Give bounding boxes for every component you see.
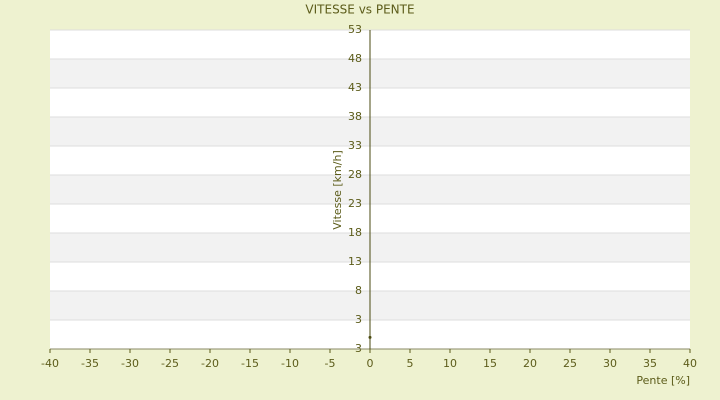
- y-tick-label: 13: [348, 255, 362, 268]
- x-tick-label: 35: [643, 357, 657, 370]
- x-tick-label: -40: [41, 357, 59, 370]
- x-tick-label: -25: [161, 357, 179, 370]
- y-tick-label: 38: [348, 110, 362, 123]
- x-tick-label: 15: [483, 357, 497, 370]
- x-tick-label: 30: [603, 357, 617, 370]
- x-tick-label: -15: [241, 357, 259, 370]
- x-tick-label: -30: [121, 357, 139, 370]
- y-tick-label: 8: [355, 284, 362, 297]
- x-tick-label: 5: [407, 357, 414, 370]
- x-tick-label: 10: [443, 357, 457, 370]
- y-tick-label: 43: [348, 81, 362, 94]
- chart-title: VITESSE vs PENTE: [305, 3, 414, 17]
- x-tick-label: -10: [281, 357, 299, 370]
- x-tick-label: 25: [563, 357, 577, 370]
- x-tick-label: 40: [683, 357, 697, 370]
- y-tick-label: 23: [348, 197, 362, 210]
- x-tick-label: -20: [201, 357, 219, 370]
- point: [368, 335, 372, 339]
- x-tick-label: 0: [367, 357, 374, 370]
- y-tick-label: 48: [348, 52, 362, 65]
- x-axis-label: Pente [%]: [636, 374, 690, 387]
- y-tick-label: 3: [355, 313, 362, 326]
- x-tick-label: 20: [523, 357, 537, 370]
- x-tick-label: -35: [81, 357, 99, 370]
- y-axis-label: Vitesse [km/h]: [331, 150, 344, 230]
- y-tick-label: 28: [348, 168, 362, 181]
- y-tick-label: 18: [348, 226, 362, 239]
- y-tick-label: 53: [348, 23, 362, 36]
- x-tick-label: -5: [325, 357, 336, 370]
- y-tick-label: 33: [348, 139, 362, 152]
